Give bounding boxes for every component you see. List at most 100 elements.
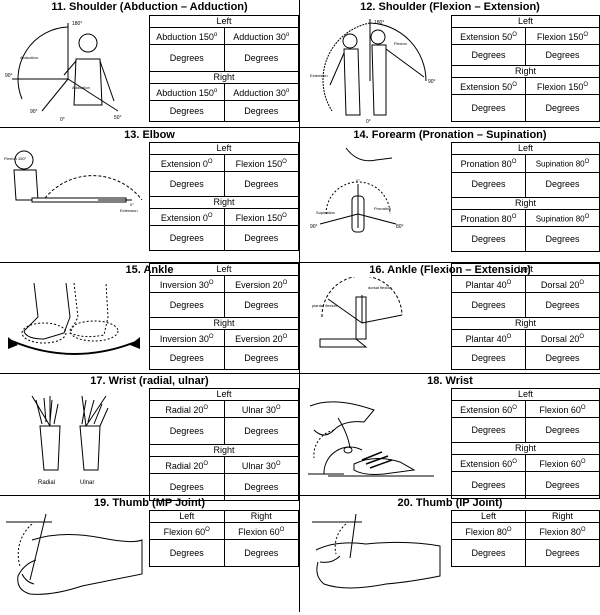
left-value-1: Flexion 80O: [451, 522, 526, 540]
section-title: 20. Thumb (IP Joint): [397, 497, 503, 509]
right-value-2: Dorsal 20O: [525, 329, 600, 347]
right-value-2: Flexion 150O: [525, 77, 600, 95]
label-50: 50°: [114, 115, 122, 121]
section-title: 12. Shoulder (Flexion – Extension): [360, 1, 540, 13]
section-forearm: 14. Forearm (Pronation – Supination) 0° …: [300, 128, 600, 262]
rom-table: Left Plantar 40O Dorsal 20O Degrees Degr…: [451, 263, 600, 370]
left-value-2: Flexion 150O: [223, 154, 299, 172]
label-180: 180°: [72, 21, 82, 27]
right-header: Right: [451, 65, 600, 78]
left-value-1: Pronation 80O: [451, 154, 526, 173]
label-90: 90°: [428, 79, 436, 85]
right-degrees-field-2[interactable]: Degrees: [525, 226, 600, 253]
label-extension: Extension: [310, 73, 328, 78]
label-abduction: Abduction: [20, 55, 38, 60]
left-header: Left: [451, 142, 600, 155]
right-degrees-field-1[interactable]: Degrees: [149, 346, 225, 370]
right-value-1: Radial 20O: [149, 456, 225, 474]
left-header: Left: [149, 142, 299, 155]
rom-table: Left Inversion 30O Eversion 20O Degrees …: [149, 263, 299, 370]
right-degrees-field-1[interactable]: Degrees: [223, 539, 299, 567]
left-header: Left: [451, 263, 600, 276]
left-degrees-field-1[interactable]: Degrees: [149, 292, 225, 318]
right-degrees-field-1[interactable]: Degrees: [451, 346, 526, 370]
left-degrees-field-1[interactable]: Degrees: [451, 44, 526, 66]
ankle-flexion-illustration: plantar flexion dorsal flexion: [310, 275, 446, 371]
section-shoulder-flexion: 12. Shoulder (Flexion – Extension) 180° …: [300, 0, 600, 127]
right-value-1: Pronation 80O: [451, 208, 526, 228]
label-flexion: Flexion: [394, 41, 407, 46]
left-header: Left: [149, 15, 299, 28]
section-title: 17. Wrist (radial, ulnar): [90, 375, 209, 387]
right-header: Right: [451, 196, 600, 210]
section-elbow: 13. Elbow Flexion 150° 0° Extension Left…: [0, 128, 299, 262]
left-value-1: Inversion 30O: [149, 275, 225, 293]
left-degrees-field-1[interactable]: Degrees: [451, 292, 526, 318]
section-thumb-ip: 20. Thumb (IP Joint) Left Right Flexion …: [300, 496, 600, 612]
section-thumb-mp: 19. Thumb (MP Joint) Left Right Flexion …: [0, 496, 299, 612]
left-degrees-field-2[interactable]: Degrees: [223, 292, 299, 318]
left-degrees-field-2[interactable]: Degrees: [223, 171, 299, 197]
right-degrees-field-2[interactable]: Degrees: [525, 346, 600, 370]
right-degrees-field-1[interactable]: Degrees: [525, 539, 600, 567]
section-shoulder-abduction: 11. Shoulder (Abduction – Adduction) 180…: [0, 0, 299, 127]
left-degrees-field-1[interactable]: Degrees: [451, 417, 526, 443]
label-adduction: Adduction: [72, 85, 90, 90]
left-value-1: Radial 20O: [149, 400, 225, 418]
right-degrees-field-2[interactable]: Degrees: [223, 346, 299, 370]
right-degrees-field-1[interactable]: Degrees: [451, 471, 526, 499]
right-degrees-field-2[interactable]: Degrees: [525, 471, 600, 499]
rom-table: Left Right Flexion 60O Flexion 60O Degre…: [149, 510, 299, 567]
label-ulnar: Ulnar: [80, 480, 94, 486]
left-degrees-field-2[interactable]: Degrees: [223, 44, 299, 72]
right-header: Right: [149, 444, 299, 457]
right-value-1: Flexion 80O: [525, 522, 600, 540]
left-degrees-field-2[interactable]: Degrees: [525, 171, 600, 198]
right-degrees-field-1[interactable]: Degrees: [149, 225, 225, 251]
rom-table: Left Extension 60O Flexion 60O Degrees D…: [451, 388, 600, 499]
left-degrees-field-1[interactable]: Degrees: [149, 417, 225, 445]
section-ankle-flexion: 16. Ankle (Flexion – Extension) plantar …: [300, 263, 600, 373]
left-degrees-field-1[interactable]: Degrees: [149, 539, 225, 567]
row-divider-1: [0, 127, 600, 128]
row-divider-3: [0, 373, 600, 374]
left-value-1: Abduction 150o: [149, 27, 225, 45]
right-degrees-field-1[interactable]: Degrees: [451, 94, 526, 122]
left-degrees-field-2[interactable]: Degrees: [525, 44, 600, 66]
left-header: Left: [149, 510, 225, 523]
shoulder-abduction-illustration: 180° Abduction Adduction 90° 90° 0° 50°: [2, 15, 144, 125]
center-divider: [299, 0, 300, 612]
label-radial: Radial: [38, 480, 55, 486]
right-value-2: Eversion 20O: [223, 329, 299, 347]
thumb-ip-illustration: [306, 510, 446, 608]
right-value-1: Abduction 150o: [149, 83, 225, 101]
label-80: 80°: [396, 224, 404, 230]
elbow-illustration: Flexion 150° 0° Extension: [2, 144, 144, 234]
left-degrees-field-1[interactable]: Degrees: [149, 44, 225, 72]
right-degrees-field-2[interactable]: Degrees: [525, 94, 600, 122]
left-degrees-field-2[interactable]: Degrees: [525, 292, 600, 318]
right-header: Right: [451, 442, 600, 455]
right-degrees-field-1[interactable]: Degrees: [451, 226, 526, 253]
left-header: Left: [451, 15, 600, 28]
left-value-1: Extension 50O: [451, 27, 526, 45]
left-degrees-field-1[interactable]: Degrees: [451, 539, 526, 567]
right-value-2: Adduction 30o: [223, 83, 299, 101]
left-degrees-field-2[interactable]: Degrees: [223, 417, 299, 445]
label-0: 0°: [130, 202, 134, 207]
label-90: 90°: [310, 224, 318, 230]
forearm-illustration: 0° Supination Pronation 90° 80°: [306, 144, 446, 254]
left-degrees-field-2[interactable]: Degrees: [525, 417, 600, 443]
label-0: 0°: [366, 119, 371, 125]
right-degrees-field-2[interactable]: Degrees: [223, 473, 299, 501]
right-degrees-field-2[interactable]: Degrees: [223, 225, 299, 251]
left-degrees-field-1[interactable]: Degrees: [149, 171, 225, 197]
section-title: 19. Thumb (MP Joint): [93, 497, 206, 509]
left-value-2: Ulnar 30O: [223, 400, 299, 418]
left-value-1: Extension 0O: [149, 154, 225, 172]
left-degrees-field-1[interactable]: Degrees: [451, 171, 526, 198]
row-divider-2: [0, 262, 600, 263]
right-degrees-field-1[interactable]: Degrees: [149, 100, 225, 122]
section-wrist: 18. Wrist Left Extension 60O Flexion 60O: [300, 374, 600, 499]
right-degrees-field-2[interactable]: Degrees: [223, 100, 299, 122]
